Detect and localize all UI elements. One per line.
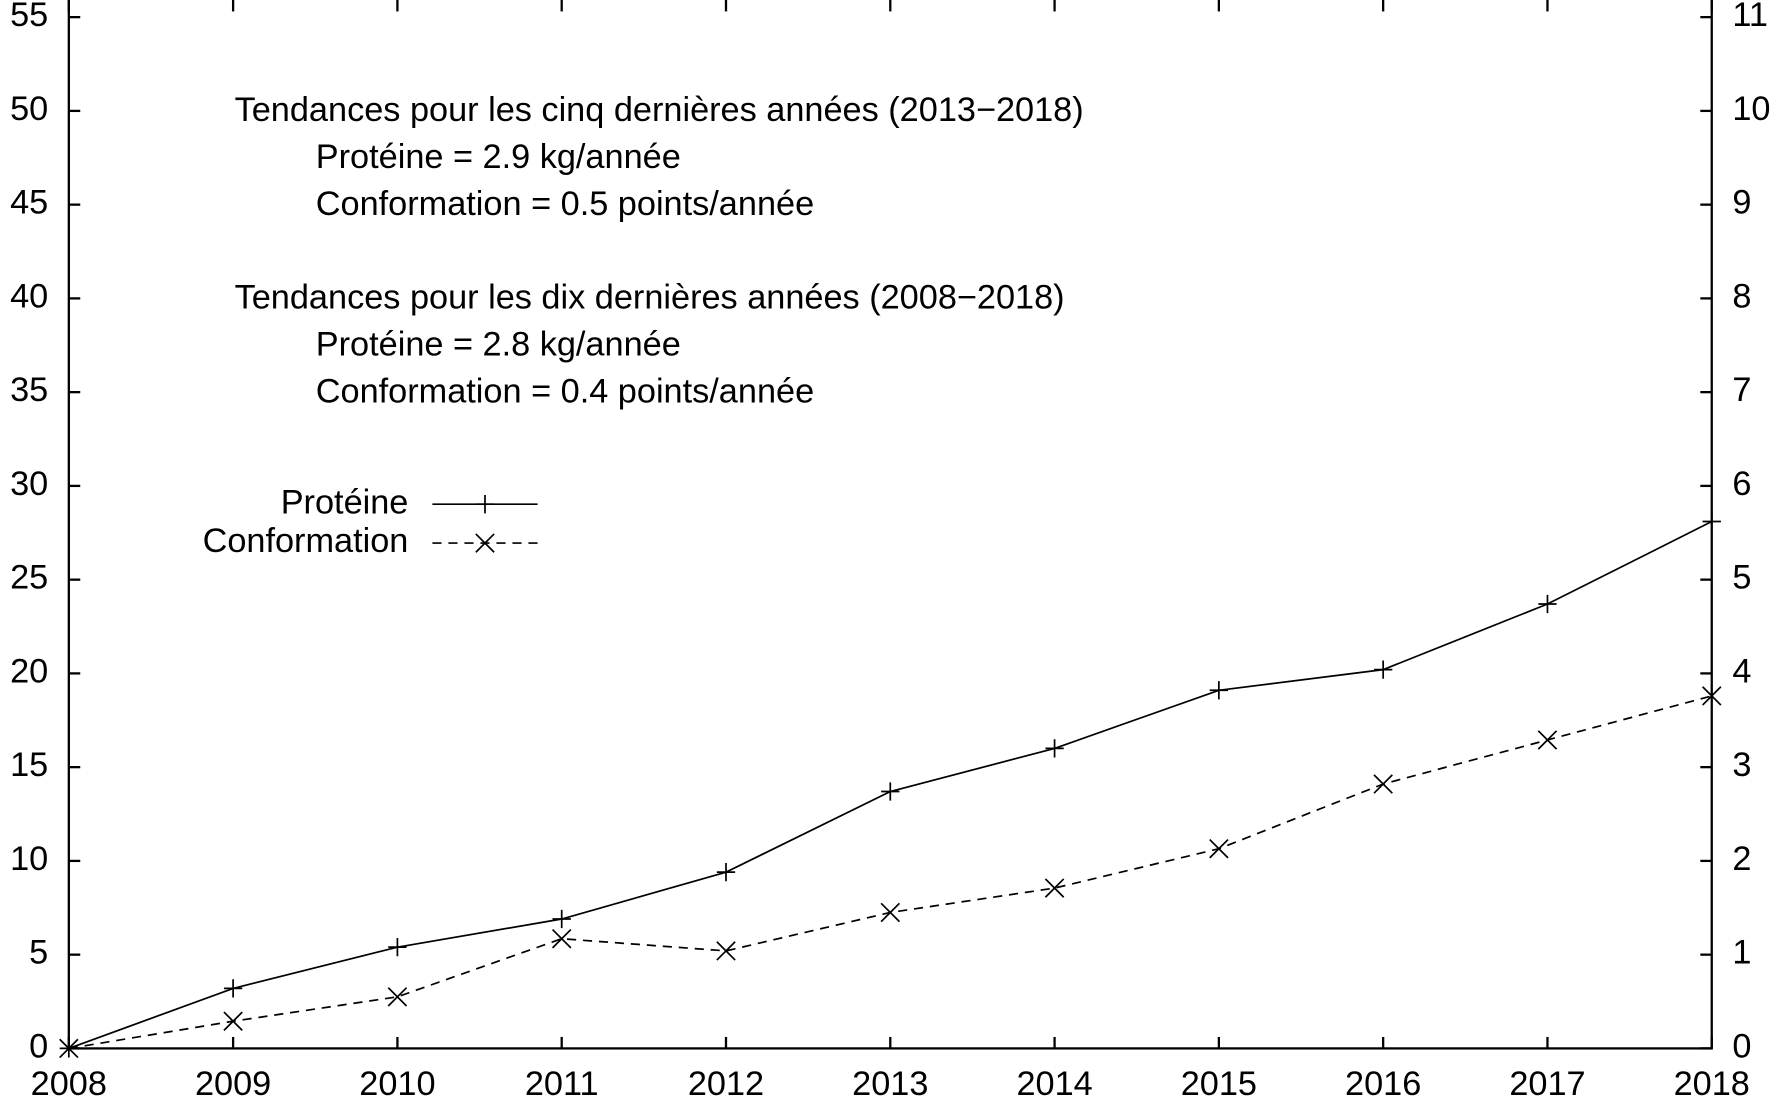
x-tick-label: 2018 bbox=[1674, 1065, 1750, 1101]
annotation: Conformation = 0.5 points/année bbox=[316, 185, 814, 223]
x-tick-label: 2013 bbox=[852, 1065, 928, 1101]
marker bbox=[388, 938, 407, 957]
y2-tick-label: 2 bbox=[1732, 840, 1751, 878]
y-tick-label: 50 bbox=[10, 90, 48, 128]
marker bbox=[1045, 739, 1064, 758]
marker bbox=[1374, 660, 1393, 679]
x-tick-label: 2011 bbox=[525, 1065, 599, 1101]
y2-tick-label: 0 bbox=[1732, 1027, 1751, 1065]
marker bbox=[551, 928, 572, 949]
annotation: Protéine = 2.8 kg/année bbox=[316, 325, 681, 363]
y-tick-label: 15 bbox=[10, 746, 48, 784]
marker bbox=[880, 902, 901, 923]
marker bbox=[881, 782, 900, 801]
marker bbox=[1373, 774, 1393, 794]
y-tick-label: 0 bbox=[29, 1027, 48, 1065]
y-tick-label: 55 bbox=[10, 0, 48, 34]
marker bbox=[1538, 594, 1557, 614]
x-tick-label: 2008 bbox=[31, 1065, 107, 1101]
marker bbox=[475, 495, 495, 514]
y2-tick-label: 9 bbox=[1732, 184, 1751, 222]
marker bbox=[1209, 681, 1229, 700]
x-tick-label: 2014 bbox=[1016, 1065, 1092, 1101]
y2-tick-label: 4 bbox=[1732, 652, 1751, 690]
line bbox=[68, 695, 1712, 1050]
marker bbox=[552, 909, 571, 929]
legend-label: Protéine bbox=[281, 483, 409, 521]
marker bbox=[223, 1011, 243, 1031]
y-tick-label: 35 bbox=[10, 371, 48, 409]
y2-tick-label: 11 bbox=[1732, 0, 1768, 34]
marker bbox=[475, 533, 495, 553]
y2-tick-label: 1 bbox=[1732, 934, 1751, 972]
x-tick-label: 2009 bbox=[195, 1065, 271, 1101]
y2-tick-label: 7 bbox=[1732, 371, 1751, 409]
marker bbox=[1701, 686, 1722, 706]
y-tick-label: 30 bbox=[10, 465, 48, 503]
marker bbox=[387, 987, 408, 1007]
marker bbox=[1537, 730, 1558, 750]
y2-tick-label: 5 bbox=[1732, 559, 1751, 597]
y2-tick-label: 6 bbox=[1732, 465, 1751, 503]
annotation: Tendances pour les cinq dernières années… bbox=[235, 91, 1084, 129]
annotation: Conformation = 0.4 points/année bbox=[316, 372, 814, 410]
y-tick-label: 25 bbox=[10, 559, 48, 597]
marker bbox=[1209, 838, 1229, 859]
annotation: Tendances pour les dix dernières années … bbox=[235, 279, 1065, 317]
marker bbox=[716, 941, 736, 961]
legend-label: Conformation bbox=[203, 522, 409, 560]
marker bbox=[223, 979, 243, 998]
y-tick-label: 45 bbox=[10, 184, 48, 222]
y-tick-label: 10 bbox=[10, 840, 48, 878]
marker bbox=[716, 863, 736, 882]
marker bbox=[1702, 512, 1721, 531]
y-tick-label: 40 bbox=[10, 277, 48, 315]
x-tick-label: 2016 bbox=[1345, 1065, 1421, 1101]
x-tick-label: 2015 bbox=[1181, 1065, 1257, 1101]
annotation: Protéine = 2.9 kg/année bbox=[316, 138, 681, 176]
y2-tick-label: 8 bbox=[1732, 277, 1751, 315]
y-tick-label: 5 bbox=[29, 934, 48, 972]
x-tick-label: 2017 bbox=[1509, 1065, 1585, 1101]
x-tick-label: 2012 bbox=[688, 1065, 764, 1101]
y-tick-label: 20 bbox=[10, 652, 48, 690]
y2-tick-label: 3 bbox=[1732, 746, 1751, 784]
y2-tick-label: 10 bbox=[1732, 90, 1770, 128]
x-tick-label: 2010 bbox=[359, 1065, 435, 1101]
marker bbox=[1044, 878, 1065, 898]
marker bbox=[59, 1038, 79, 1059]
